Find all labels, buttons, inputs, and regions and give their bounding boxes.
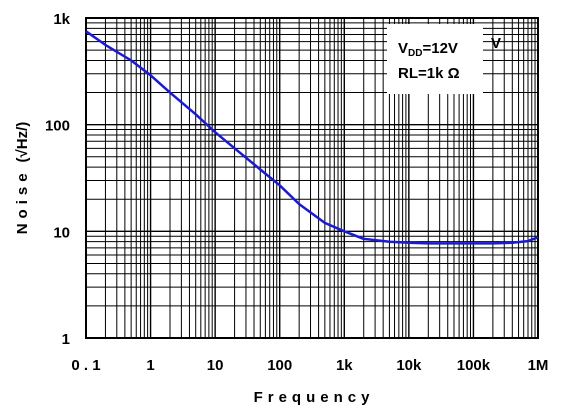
y-tick-label: 10 bbox=[53, 224, 70, 241]
legend-vdd-label: V bbox=[398, 40, 408, 57]
series-layer bbox=[85, 30, 539, 245]
y-tick-labels: 1 10 100 1k bbox=[45, 11, 71, 348]
y-axis-unit: (√Hz/) bbox=[14, 122, 31, 163]
x-tick-label: 1 bbox=[146, 357, 154, 374]
legend-extra-mark: V bbox=[491, 35, 501, 52]
x-tick-label: 10k bbox=[396, 357, 422, 374]
y-tick-label: 100 bbox=[45, 118, 70, 135]
x-tick-label: 100k bbox=[457, 357, 491, 374]
y-tick-label: 1 bbox=[62, 331, 70, 348]
noise-series-line bbox=[85, 30, 539, 245]
legend-vdd-value: =12V bbox=[422, 40, 457, 57]
legend-rl: RL=1k Ω bbox=[398, 65, 460, 82]
x-tick-label: 100 bbox=[267, 357, 292, 374]
legend-vdd: VDD=12V bbox=[398, 40, 458, 59]
y-axis-title: Noise (√Hz/) bbox=[14, 122, 31, 235]
y-axis-label: Noise bbox=[14, 168, 31, 234]
y-tick-label: 1k bbox=[53, 11, 70, 28]
legend-box bbox=[387, 24, 483, 94]
x-tick-label: 0 . 1 bbox=[71, 357, 100, 374]
legend-vdd-subscript: DD bbox=[408, 48, 422, 59]
x-tick-labels: 0 . 1 1 10 100 1k 10k 100k 1M bbox=[71, 357, 548, 374]
grid bbox=[86, 18, 538, 338]
x-tick-label: 1M bbox=[528, 357, 549, 374]
legend: VDD=12V V RL=1k Ω bbox=[387, 24, 501, 94]
x-tick-label: 1k bbox=[336, 357, 353, 374]
plot-frame bbox=[85, 17, 539, 339]
x-tick-label: 10 bbox=[207, 357, 224, 374]
x-axis-title: Frequency bbox=[254, 389, 375, 406]
